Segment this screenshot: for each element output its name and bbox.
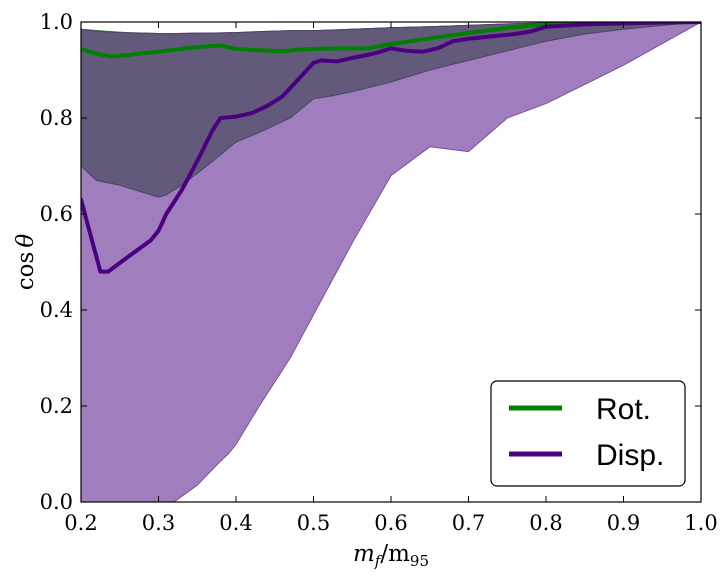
x-tick-label: 0.6	[374, 511, 407, 535]
y-tick-label: 1.0	[40, 10, 73, 34]
tick-labels-layer: 0.2 0.3 0.4 0.5 0.6 0.7 0.8 0.9 1.00.00.20.40.60…	[40, 10, 718, 535]
series-line-rot	[81, 22, 701, 59]
y-tick-label: 0.6	[40, 202, 73, 226]
y-tick-label: 0.2	[40, 394, 73, 418]
x-tick-label: 0.8	[529, 511, 562, 535]
x-tick-label: 0.9	[607, 511, 640, 535]
x-tick-label: 0.4	[219, 511, 252, 535]
series-line-disp	[81, 22, 701, 274]
y-axis-title: cosθ	[13, 234, 39, 291]
x-tick-label: 1.0	[684, 511, 717, 535]
lines-layer	[81, 22, 701, 274]
legend-label-disp: Disp.	[596, 439, 664, 472]
x-tick-label: 0.2	[64, 511, 97, 535]
x-tick-label: 0.5	[297, 511, 330, 535]
legend-label-rot: Rot.	[596, 393, 651, 426]
y-tick-label: 0.0	[40, 490, 73, 514]
y-tick-label: 0.8	[40, 106, 73, 130]
x-tick-label: 0.3	[142, 511, 175, 535]
x-tick-label: 0.7	[452, 511, 485, 535]
legend: Rot. Disp.	[490, 380, 686, 487]
y-tick-label: 0.4	[40, 298, 73, 322]
ticks-layer	[80, 21, 702, 503]
x-axis-title: mf/m95	[353, 541, 429, 570]
